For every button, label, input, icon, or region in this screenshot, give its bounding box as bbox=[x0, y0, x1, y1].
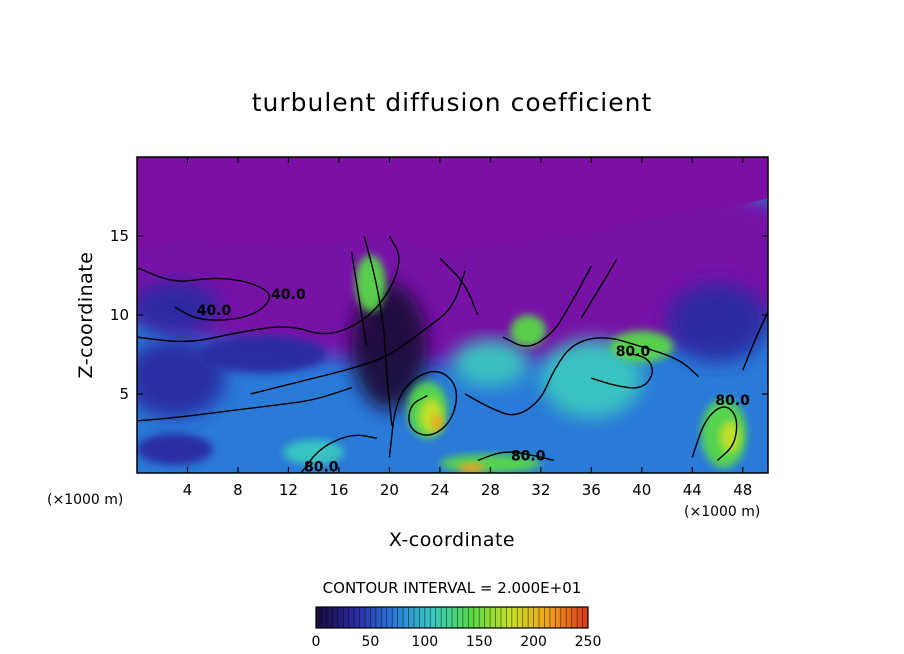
colorbar: 0 50 100 150 200 250 bbox=[312, 606, 602, 650]
y-axis-ticks: 5 10 15 bbox=[110, 227, 768, 403]
colorbar-tick-label: 100 bbox=[411, 634, 438, 650]
contour-line-7 bbox=[691, 406, 738, 461]
contour-line-11 bbox=[477, 451, 554, 462]
field-blob-5 bbox=[200, 335, 327, 374]
colorbar-tick-label: 150 bbox=[466, 634, 493, 650]
x-axis-ticks: 4 8 12 16 20 24 28 32 36 40 44 48 bbox=[183, 157, 752, 499]
x-tick-label: 44 bbox=[683, 481, 702, 499]
x-tick-label: 8 bbox=[233, 481, 243, 499]
chart-title: turbulent diffusion coefficient bbox=[252, 88, 653, 117]
y-tick-label: 5 bbox=[119, 385, 129, 403]
field-blob-6 bbox=[452, 338, 529, 387]
contour-line-12 bbox=[363, 235, 393, 426]
contour-line-10 bbox=[300, 434, 377, 473]
field-blobs bbox=[137, 157, 768, 473]
contour-label: 80.0 bbox=[616, 344, 651, 360]
x-axis-label: X-coordinate bbox=[389, 529, 515, 551]
colorbar-tick-label: 200 bbox=[520, 634, 547, 650]
contour-line-2 bbox=[250, 270, 466, 395]
contour-line-0 bbox=[137, 266, 271, 321]
contour-interval-label: CONTOUR INTERVAL = 2.000E+01 bbox=[323, 579, 582, 597]
y-unit-label: (×1000 m) bbox=[47, 492, 123, 508]
x-tick-label: 16 bbox=[329, 481, 348, 499]
y-tick-label: 10 bbox=[110, 306, 129, 324]
field-blob-11 bbox=[431, 414, 444, 431]
contour-line-6 bbox=[591, 352, 654, 389]
colorbar-tick-label: 250 bbox=[575, 634, 602, 650]
contour-line-4 bbox=[464, 337, 700, 416]
field-blob-18 bbox=[355, 254, 386, 312]
contour-label: 40.0 bbox=[197, 303, 232, 319]
colorbar-ticks: 0 50 100 150 200 250 bbox=[312, 634, 602, 650]
y-tick-label: 15 bbox=[110, 227, 129, 245]
field-blob-4 bbox=[351, 283, 428, 410]
field-blob-19 bbox=[137, 433, 213, 466]
colorbar-frame bbox=[315, 606, 589, 629]
contour-line-15 bbox=[580, 259, 618, 319]
x-tick-label: 32 bbox=[531, 481, 550, 499]
contour-line-13 bbox=[350, 251, 368, 347]
contour-line-8 bbox=[742, 311, 768, 371]
contour-line-3 bbox=[388, 370, 458, 458]
x-tick-label: 24 bbox=[430, 481, 449, 499]
x-tick-label: 48 bbox=[733, 481, 752, 499]
colorbar-tick-label: 50 bbox=[361, 634, 379, 650]
contour-line-14 bbox=[439, 257, 479, 316]
upper-layer bbox=[137, 157, 768, 252]
x-tick-label: 40 bbox=[632, 481, 651, 499]
field-blob-16 bbox=[510, 315, 546, 347]
contour-label: 80.0 bbox=[715, 393, 750, 409]
field-blob-13 bbox=[720, 420, 741, 453]
plot-area: 40.0 80.0 80.0 80.0 40.0 80.0 bbox=[137, 157, 768, 475]
field-blob-2 bbox=[137, 281, 220, 333]
x-unit-label: (×1000 m) bbox=[684, 504, 760, 520]
x-tick-label: 28 bbox=[481, 481, 500, 499]
field-blob-3 bbox=[667, 283, 768, 363]
contour-line-1 bbox=[137, 235, 400, 343]
x-tick-label: 12 bbox=[279, 481, 298, 499]
contour-line-9 bbox=[137, 387, 352, 422]
contour-label: 80.0 bbox=[511, 448, 546, 464]
x-tick-label: 4 bbox=[183, 481, 193, 499]
contour-line-5 bbox=[502, 265, 592, 347]
contour-label: 40.0 bbox=[271, 287, 306, 303]
contour-label: 80.0 bbox=[304, 459, 339, 475]
contour-labels: 40.0 80.0 80.0 80.0 40.0 80.0 bbox=[197, 287, 750, 475]
field-blob-17 bbox=[283, 439, 344, 466]
y-axis-label: Z-coordinate bbox=[75, 252, 97, 379]
colorbar-tick-label: 0 bbox=[312, 634, 321, 650]
field-blob-15 bbox=[458, 462, 485, 473]
contour-lines bbox=[137, 235, 768, 473]
x-tick-label: 36 bbox=[582, 481, 601, 499]
x-tick-label: 20 bbox=[380, 481, 399, 499]
colorbar-stripes bbox=[321, 607, 583, 628]
